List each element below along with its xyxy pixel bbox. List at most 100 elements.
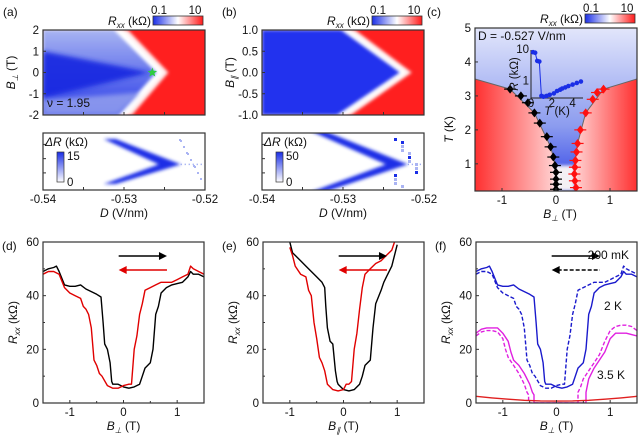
y-tick-label: -1	[29, 89, 39, 101]
y-tick-label: 1	[465, 159, 471, 171]
x-axis-label-unit: (T)	[340, 419, 359, 433]
y-tick-label: 0.5	[242, 46, 258, 58]
transition-point-black	[543, 132, 551, 142]
y-tick-label: 0	[466, 398, 472, 410]
x-axis-label-sub: ⊥	[115, 426, 122, 435]
x-axis-label-text: B∥ (T)	[328, 419, 359, 435]
x-tick-label: 0	[553, 195, 559, 207]
delta-r-label: ΔR (kΩ)	[263, 135, 307, 149]
y-tick-label: 40	[246, 291, 259, 303]
y-axis-label-sub: ∥	[230, 75, 239, 80]
inset-data-point	[570, 82, 575, 87]
y-axis-label-text: Rxx (kΩ)	[6, 301, 22, 344]
x-axis-label-main: D	[100, 206, 109, 220]
delta-r-noise	[183, 146, 185, 148]
transition-point-red	[571, 155, 579, 165]
y-axis-label: Rxx (kΩ)	[6, 301, 22, 344]
plot-area	[476, 265, 637, 403]
y-axis-label-unit: (K)	[442, 116, 456, 135]
y-axis-label-unit: (T)	[223, 57, 237, 76]
inset-data-point	[532, 50, 538, 56]
y-axis-label-text: Rxx (kΩ)	[439, 301, 455, 344]
arrowhead-left-icon	[118, 266, 127, 274]
y-tick-label: 4	[465, 57, 472, 69]
delta-r-noise	[408, 156, 411, 159]
transition-point-black	[552, 167, 560, 177]
delta-r-noise	[187, 153, 189, 155]
delta-r-colorbar-tick: 15	[67, 151, 80, 163]
delta-r-chevron	[315, 133, 408, 190]
colorbar-label: Rxx (kΩ)	[108, 14, 151, 30]
inset-data-point	[551, 91, 557, 96]
x-axis-label-sub: ⊥	[548, 426, 555, 435]
x-tick-label: -0.52	[411, 194, 437, 206]
panel-a-colorbar: 0.1 10 Rxx (kΩ)	[108, 5, 204, 30]
transition-point-black	[524, 98, 532, 108]
transition-point-red	[589, 94, 597, 104]
delta-r-map: ΔR (kΩ) 15 0 -0.54 -0.53 -0.52 D (V/nm)	[30, 132, 218, 220]
transition-point-red	[573, 147, 581, 157]
panel-b: (b) 1.0 0.5 0.0 -0.5 -1.0 B∥ (T) ΔR (kΩ) 50 0 -0.5…	[222, 5, 437, 220]
colorbar-label-unit: (kΩ)	[557, 12, 583, 26]
colorbar-tick-label: 10	[189, 5, 202, 17]
heatmap	[262, 30, 424, 115]
x-tick-label: 0	[340, 407, 346, 419]
y-axis-label-text: B∥ (T)	[223, 57, 239, 88]
transition-point-red	[600, 84, 608, 94]
delta-r-noise	[408, 152, 411, 155]
delta-r-noise	[394, 174, 397, 177]
delta-r-noise	[394, 138, 397, 141]
y-tick-label: 2	[465, 125, 471, 137]
series-line-sweep-up	[289, 242, 398, 392]
arrowhead-right-icon	[158, 252, 167, 260]
x-tick-label: -1	[498, 407, 508, 419]
delta-r-noise	[180, 140, 182, 142]
series-line-200-mk-up	[476, 265, 637, 389]
x-axis-label: D (V/nm)	[319, 206, 367, 220]
colorbar-tick-label: 0.1	[151, 5, 167, 17]
inset-x-tick-label: 2	[549, 98, 555, 110]
series-line-sweep-down	[43, 265, 204, 389]
y-tick-label: 20	[459, 344, 472, 356]
panel-label: (c)	[427, 5, 441, 19]
x-tick-label: -0.53	[330, 194, 356, 206]
arrowhead-left-icon	[338, 266, 347, 274]
x-axis-label-text: D (V/nm)	[319, 206, 367, 220]
delta-r-noise	[190, 159, 192, 161]
plot-frame	[42, 241, 205, 404]
y-axis-label-unit: (kΩ)	[6, 301, 20, 327]
delta-r-colorbar	[56, 151, 65, 183]
inset-y-label-text: R (kΩ)	[509, 57, 521, 91]
delta-r-colorbar	[275, 151, 284, 183]
phase-red-region-right	[574, 78, 637, 191]
x-tick-label: 1	[174, 407, 180, 419]
x-tick-label: -0.54	[30, 194, 57, 206]
transition-point-red	[574, 138, 582, 148]
panel-label: (e)	[222, 239, 237, 253]
y-tick-label: 3	[465, 91, 471, 103]
colorbar-tick-label: 0.1	[583, 3, 599, 15]
series-line-sweep-down	[289, 242, 396, 392]
delta-r-content	[262, 133, 424, 190]
x-axis-label-unit: (V/nm)	[109, 206, 148, 220]
delta-r-label-unit: (kΩ)	[62, 135, 88, 149]
inset-y-label: R (kΩ)	[509, 57, 521, 91]
x-tick-label: -0.52	[192, 194, 218, 206]
colorbar-label-main: R	[327, 14, 336, 28]
y-tick-label: 0	[33, 68, 39, 80]
temperature-label: 200 mK	[588, 248, 629, 262]
panel-label: (b)	[222, 5, 237, 19]
heatmap-deep-blue	[43, 51, 151, 98]
delta-r-colorbar-tick: 0	[286, 177, 292, 189]
series-line-2-k-up	[476, 327, 637, 403]
transition-point-black	[551, 161, 559, 171]
y-axis-label-main: R	[6, 335, 20, 344]
transition-point-black	[552, 179, 560, 189]
colorbar-label-unit: (kΩ)	[125, 14, 151, 28]
y-tick-label: 40	[26, 291, 39, 303]
transition-point-black	[549, 152, 557, 162]
heatmap-blue-region	[262, 30, 400, 115]
x-axis-label-main: B	[540, 419, 548, 433]
